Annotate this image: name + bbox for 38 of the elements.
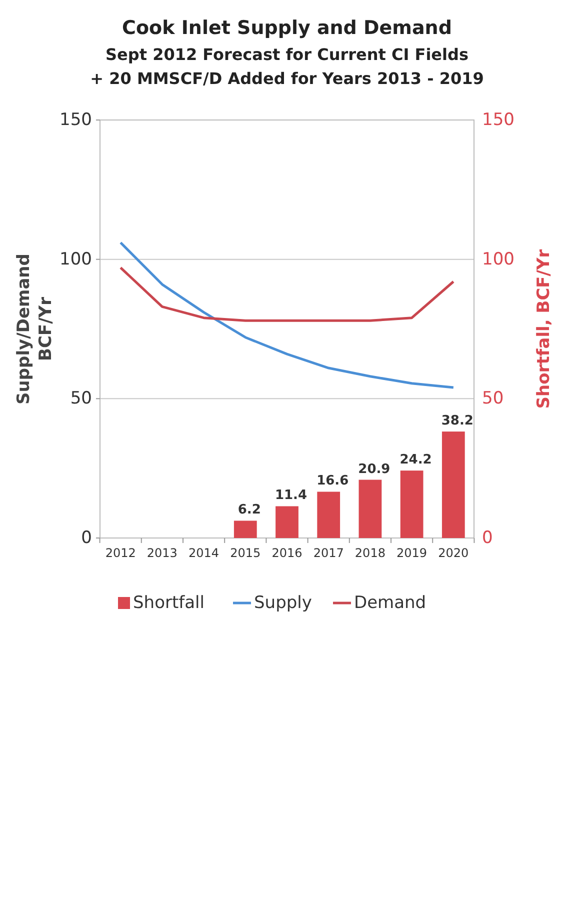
x-tick-label: 2017 [313,546,344,560]
x-tick-label: 2013 [146,546,178,560]
legend-label: Demand [354,593,426,613]
y-tick-label: 0 [81,528,92,548]
line-series [119,241,455,389]
line-series [119,266,455,322]
data-label: 24.2 [400,452,432,468]
bar [317,492,340,538]
x-tick-label: 2018 [354,546,386,560]
data-label: 6.2 [238,502,261,518]
bar [442,432,465,538]
data-label: 16.6 [316,474,349,489]
data-label: 20.9 [358,462,390,477]
legend-label: Supply [254,593,312,613]
x-tick-label: 2020 [438,546,469,560]
chart-title: Cook Inlet Supply and Demand [122,17,452,39]
y-axis-title: Supply/Demand BCF/Yr [14,254,56,404]
y2-tick-label: 50 [482,388,504,409]
x-tick-label: 2015 [230,546,261,560]
x-tick-label: 2014 [188,546,220,560]
y2-tick-label: 0 [482,528,493,548]
bar [234,520,257,538]
y-tick-label: 150 [60,110,92,130]
x-tick-label: 2019 [396,546,428,560]
chart-subtitle: Sept 2012 Forecast for Current CI Fields + 20 MMSCF/D Added for Years 2013 - 2019 [90,45,484,88]
bar [358,480,382,538]
data-label: 11.4 [274,488,308,504]
bar [400,470,424,538]
legend-label: Shortfall [133,593,204,613]
y-tick-label: 50 [70,388,92,409]
bar [276,506,298,538]
data-label: 38.2 [441,414,474,429]
y2-tick-label: 100 [482,249,514,270]
y2-tick-label: 150 [482,110,514,130]
y2-axis-title: Shortfall, BCF/Yr [534,248,554,409]
x-tick-label: 2016 [272,546,302,560]
x-tick-label: 2012 [105,546,136,560]
y-tick-label: 100 [60,249,92,270]
